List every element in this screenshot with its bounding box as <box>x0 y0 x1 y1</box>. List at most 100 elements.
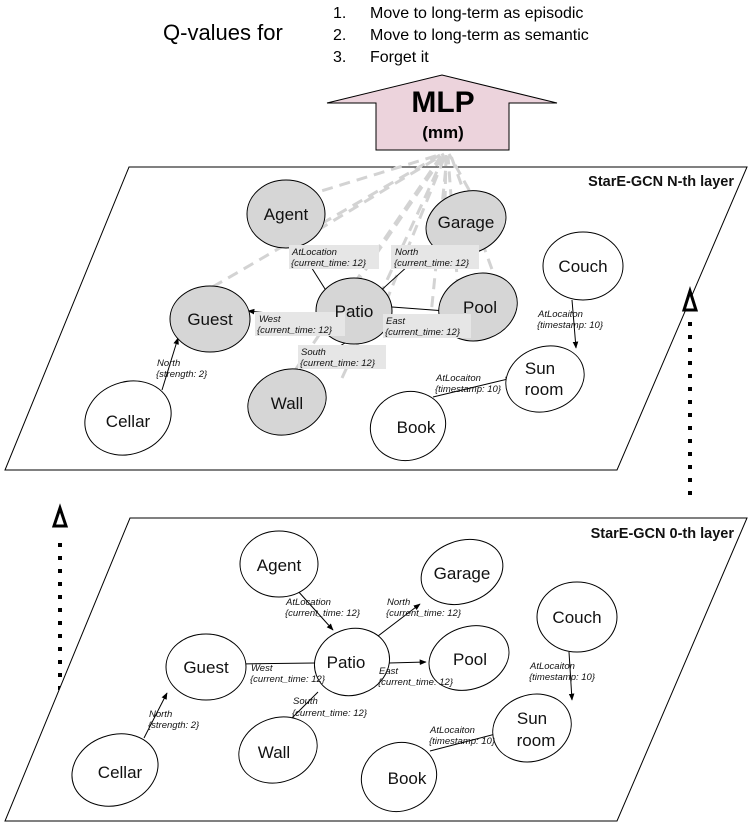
edge-patio-guest <box>237 661 316 667</box>
readout-line-patio <box>343 155 445 301</box>
node-wall <box>247 368 327 436</box>
node-label-garage: Garage <box>434 564 491 583</box>
node-label-sunroom-line2: room <box>517 731 556 750</box>
edge-label-couch-sun-rel: AtLocaiton <box>537 309 583 320</box>
edge-label-cellar-guest-qual: {strength: 2} <box>148 720 200 731</box>
layer-bottom-node-labels: Agent Garage Couch Guest Patio Pool Sun … <box>98 556 602 788</box>
option-2-number: 2. <box>333 27 346 44</box>
mlp-subtitle: (mm) <box>422 123 464 142</box>
node-pool <box>428 625 510 691</box>
edge-label-book-sun-rel: AtLocaiton <box>435 373 481 384</box>
edge-cellar-guest <box>161 337 179 391</box>
edge-label-agent-patio-qual: {current_time: 12} <box>291 258 367 269</box>
node-book <box>360 742 438 812</box>
node-cellar <box>71 733 159 807</box>
dotted-arrow-left-head <box>51 503 69 528</box>
node-label-patio: Patio <box>327 653 366 672</box>
layer-top-title: StarE-GCN N-th layer <box>588 174 734 190</box>
edge-label-cellar-guest-rel: North <box>157 358 180 369</box>
edge-label-patio-garage-qual: {current_time: 12} <box>394 258 470 269</box>
edge-patio-pool <box>391 306 447 314</box>
node-book <box>369 391 447 461</box>
node-label-patio: Patio <box>335 302 374 321</box>
node-label-guest: Guest <box>187 310 233 329</box>
layer-bottom: StarE-GCN 0-th layer Agent Garage <box>4 517 748 822</box>
edge-label-couch-sun-qual: {timestamp: 10} <box>537 320 604 331</box>
label-bg-agent-patio <box>289 245 379 269</box>
readout-line-patio-2 <box>384 155 447 303</box>
edge-book-sun <box>432 376 513 398</box>
node-label-agent: Agent <box>264 205 309 224</box>
option-2-text: Move to long-term as semantic <box>370 27 589 44</box>
edge-label-patio-guest-rel: West <box>251 663 273 674</box>
node-label-wall: Wall <box>258 743 290 762</box>
edge-label-book-sun-rel: AtLocaiton <box>429 725 475 736</box>
edge-agent-patio <box>296 589 334 631</box>
edge-label-patio-wall-rel: South <box>301 347 326 358</box>
node-label-sunroom-line2: room <box>525 380 564 399</box>
readout-line-pool-2 <box>449 155 500 287</box>
layer-bottom-edge-labels: AtLocation {current_time: 12} North {cur… <box>148 597 596 747</box>
readout-line-agent <box>304 152 443 198</box>
label-bg-patio-guest <box>255 312 345 336</box>
edge-label-agent-patio-qual: {current_time: 12} <box>285 608 361 619</box>
edge-label-book-sun-qual: {timestamp: 10} <box>429 736 496 747</box>
edge-label-agent-patio-rel: AtLocation <box>285 597 331 608</box>
node-label-couch: Couch <box>558 257 607 276</box>
node-label-guest: Guest <box>183 658 229 677</box>
edge-label-patio-garage-rel: North <box>395 247 418 258</box>
node-sunroom <box>492 693 572 763</box>
edge-label-patio-garage-qual: {current_time: 12} <box>386 608 462 619</box>
readout-line-wall-3 <box>428 155 449 326</box>
node-label-pool: Pool <box>453 650 487 669</box>
edge-couch-sun <box>568 651 575 701</box>
edge-label-patio-pool-rel: East <box>379 666 398 677</box>
layer-top-edge-labels: AtLocation {current_time: 12} North {cur… <box>156 247 604 395</box>
node-agent <box>246 179 326 249</box>
edge-label-patio-guest-qual: {current_time: 12} <box>257 325 333 336</box>
edge-patio-pool <box>388 659 427 665</box>
edge-label-patio-pool-qual: {current_time: 12} <box>385 327 461 338</box>
edge-label-cellar-guest-qual: {strength: 2} <box>156 369 208 380</box>
dotted-arrow-right-head <box>681 286 699 312</box>
option-3-number: 3. <box>333 49 346 66</box>
node-label-sunroom-line1: Sun <box>525 359 555 378</box>
node-couch <box>536 581 618 653</box>
option-3-text: Forget it <box>370 49 429 66</box>
node-label-book: Book <box>397 418 436 437</box>
label-bg-patio-wall <box>298 345 386 369</box>
layer-top: StarE-GCN N-th layer <box>4 152 748 471</box>
node-label-sunroom-line1: Sun <box>517 709 547 728</box>
layer-bottom-nodes <box>71 530 618 812</box>
node-label-cellar: Cellar <box>98 763 143 782</box>
option-1-text: Move to long-term as episodic <box>370 5 583 22</box>
node-label-garage: Garage <box>438 213 495 232</box>
label-bg-patio-garage <box>391 245 479 269</box>
edge-label-couch-sun-rel: AtLocaiton <box>529 661 575 672</box>
node-wall <box>238 716 318 784</box>
node-label-couch: Couch <box>552 608 601 627</box>
edge-label-patio-guest-qual: {current_time: 12} <box>250 674 326 685</box>
mlp-title: MLP <box>411 86 474 119</box>
edge-label-book-sun-qual: {timestamp: 10} <box>435 384 502 395</box>
edge-label-patio-guest-rel: West <box>259 314 281 325</box>
layer-bottom-title: StarE-GCN 0-th layer <box>591 526 735 542</box>
edge-label-couch-sun-qual: {timestamp: 10} <box>529 672 596 683</box>
mlp-arrow-shape <box>326 74 558 151</box>
node-label-cellar: Cellar <box>106 412 151 431</box>
edge-label-patio-pool-qual: {current_time: 12} <box>378 677 454 688</box>
node-cellar <box>84 380 172 456</box>
label-bg-patio-pool <box>383 314 471 338</box>
edge-label-patio-pool-rel: East <box>386 316 405 327</box>
layer-top-node-labels: Agent Garage Couch Guest Patio Pool Sun … <box>106 205 608 437</box>
edge-label-patio-wall-qual: {current_time: 12} <box>292 708 368 719</box>
node-patio <box>314 627 390 697</box>
edge-patio-wall <box>289 691 319 721</box>
edge-label-agent-patio-rel: AtLocation <box>291 247 337 258</box>
node-couch <box>542 231 624 301</box>
readout-line-guest <box>196 153 441 298</box>
node-agent <box>239 530 319 598</box>
node-guest <box>169 285 251 353</box>
